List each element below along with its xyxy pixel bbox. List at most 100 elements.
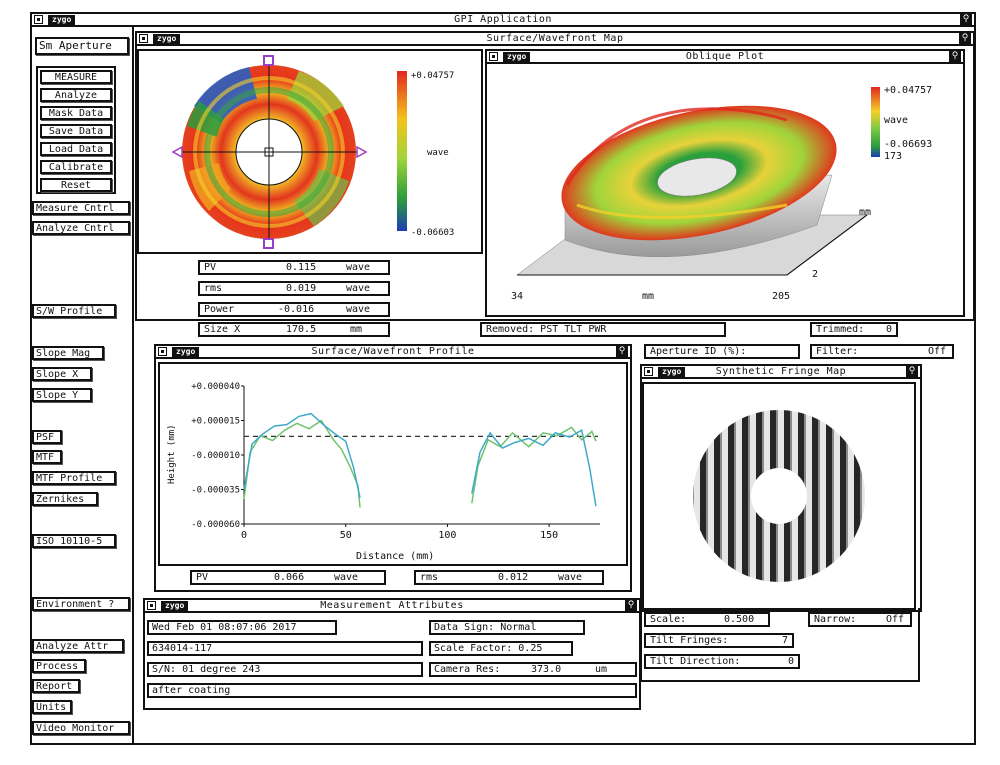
mtf-button[interactable]: MTF xyxy=(32,450,62,464)
scale-max-label: +0.04757 xyxy=(411,71,454,81)
reset-button[interactable]: Reset xyxy=(40,178,112,192)
report-button[interactable]: Report xyxy=(32,679,80,693)
mtf-profile-button[interactable]: MTF Profile xyxy=(32,471,116,485)
window-menu-icon[interactable] xyxy=(139,34,148,43)
profile-window: zygo Surface/Wavefront Profile ⚲ Height … xyxy=(154,344,632,592)
sw-profile-button[interactable]: S/W Profile xyxy=(32,304,116,318)
oblique-scale-max: +0.04757 xyxy=(884,85,932,96)
trimmed-field[interactable]: Trimmed: 0 xyxy=(810,322,898,337)
measure-button[interactable]: MEASURE xyxy=(40,70,112,84)
window-menu-icon[interactable] xyxy=(489,52,498,61)
top-handle-icon[interactable] xyxy=(263,55,274,66)
window-menu-icon[interactable] xyxy=(147,601,156,610)
profile-y-tick-label: -0.000060 xyxy=(191,520,240,530)
date-field[interactable]: Wed Feb 01 08:07:06 2017 xyxy=(147,620,337,635)
oblique-y-unit: mm xyxy=(859,207,871,218)
narrow-field[interactable]: Narrow: Off xyxy=(808,612,912,627)
fringe-map-title: Synthetic Fringe Map xyxy=(715,366,847,377)
fringe-scale-field[interactable]: Scale: 0.500 xyxy=(644,612,770,627)
profile-y-tick-label: -0.000035 xyxy=(191,486,240,496)
surface-map-svg: +0.04757 wave -0.06603 xyxy=(171,55,454,249)
oblique-color-scale xyxy=(871,87,880,157)
measurement-attributes-window: zygo Measurement Attributes ⚲ Wed Feb 01… xyxy=(143,598,641,710)
profile-chart: Height (mm) Distance (mm) +0.000040 +0.00… xyxy=(167,382,600,562)
fringe-plot-frame xyxy=(642,382,916,610)
analyze-button[interactable]: Analyze xyxy=(40,88,112,102)
removed-field: Removed: PST TLT PWR xyxy=(480,322,726,337)
oblique-scale-unit: wave xyxy=(884,115,908,126)
save-data-button[interactable]: Save Data xyxy=(40,124,112,138)
color-scale-bar xyxy=(397,71,407,231)
zygo-logo: zygo xyxy=(153,34,181,44)
zygo-logo: zygo xyxy=(48,15,76,25)
profile-pv-field: PV 0.066 wave xyxy=(190,570,386,585)
mask-data-button[interactable]: Mask Data xyxy=(40,106,112,120)
zygo-logo: zygo xyxy=(172,347,200,357)
zoom-icon[interactable]: ⚲ xyxy=(616,346,628,357)
fringe-svg xyxy=(684,404,874,594)
aperture-id-field[interactable]: Aperture ID (%): xyxy=(644,344,800,359)
serial-field[interactable]: S/N: 01 degree 243 xyxy=(147,662,423,677)
oblique-x-min: 34 xyxy=(511,291,523,302)
window-menu-icon[interactable] xyxy=(644,367,653,376)
note-field[interactable]: after coating xyxy=(147,683,637,698)
oblique-y-min: 2 xyxy=(812,269,818,280)
measure-cntrl-button[interactable]: Measure Cntrl xyxy=(32,201,130,215)
profile-series-line xyxy=(243,419,361,508)
slope-x-button[interactable]: Slope X xyxy=(32,367,92,381)
scale-unit-label: wave xyxy=(427,148,449,158)
slope-mag-button[interactable]: Slope Mag xyxy=(32,346,104,360)
load-data-button[interactable]: Load Data xyxy=(40,142,112,156)
oblique-hole xyxy=(657,157,737,197)
bottom-handle-icon[interactable] xyxy=(263,238,274,249)
zygo-logo: zygo xyxy=(503,52,531,62)
iso-button[interactable]: ISO 10110-5 xyxy=(32,534,116,548)
aperture-button[interactable]: Sm Aperture xyxy=(35,37,129,55)
process-button[interactable]: Process xyxy=(32,659,86,673)
tilt-direction-field[interactable]: Tilt Direction: 0 xyxy=(644,654,800,669)
surface-map-plot: +0.04757 wave -0.06603 xyxy=(137,49,483,254)
fringe-settings-frame xyxy=(640,608,920,682)
filter-field[interactable]: Filter: Off xyxy=(810,344,954,359)
profile-title-bar: zygo Surface/Wavefront Profile ⚲ xyxy=(156,346,630,359)
power-field: Power -0.016 wave xyxy=(198,302,390,317)
profile-y-tick-label: +0.000040 xyxy=(191,382,240,392)
camera-res-field[interactable]: Camera Res: 373.0 um xyxy=(429,662,637,677)
profile-title: Surface/Wavefront Profile xyxy=(311,346,475,357)
rms-field: rms 0.019 wave xyxy=(198,281,390,296)
oblique-y-max: 173 xyxy=(884,151,902,162)
data-sign-field[interactable]: Data Sign: Normal xyxy=(429,620,585,635)
zernikes-button[interactable]: Zernikes xyxy=(32,492,98,506)
environment-button[interactable]: Environment ? xyxy=(32,597,130,611)
left-handle-icon[interactable] xyxy=(171,145,183,159)
tilt-fringes-field[interactable]: Tilt Fringes: 7 xyxy=(644,633,794,648)
right-handle-icon[interactable] xyxy=(356,145,368,159)
slope-y-button[interactable]: Slope Y xyxy=(32,388,92,402)
profile-x-tick-label: 150 xyxy=(540,530,558,541)
analyze-attr-button[interactable]: Analyze Attr xyxy=(32,639,124,653)
fringe-map-title-bar: zygo Synthetic Fringe Map ⚲ xyxy=(642,366,920,379)
video-monitor-button[interactable]: Video Monitor xyxy=(32,721,130,735)
zoom-icon[interactable]: ⚲ xyxy=(949,51,961,62)
zoom-icon[interactable]: ⚲ xyxy=(625,600,637,611)
attributes-title-bar: zygo Measurement Attributes ⚲ xyxy=(145,600,639,613)
scale-factor-field[interactable]: Scale Factor: 0.25 xyxy=(429,641,573,656)
id-field[interactable]: 634014-117 xyxy=(147,641,423,656)
zoom-icon[interactable]: ⚲ xyxy=(959,33,971,44)
window-menu-icon[interactable] xyxy=(34,15,43,24)
fringe-pattern xyxy=(684,404,874,594)
calibrate-button[interactable]: Calibrate xyxy=(40,160,112,174)
zoom-icon[interactable]: ⚲ xyxy=(906,366,918,377)
attributes-title: Measurement Attributes xyxy=(320,600,464,611)
zoom-icon[interactable]: ⚲ xyxy=(960,14,972,25)
fringe-map-window: zygo Synthetic Fringe Map ⚲ xyxy=(640,364,922,612)
window-menu-icon[interactable] xyxy=(158,347,167,356)
profile-y-tick-label: +0.000015 xyxy=(191,417,240,427)
app-title-bar: zygo GPI Application ⚲ xyxy=(32,14,974,27)
psf-button[interactable]: PSF xyxy=(32,430,62,444)
profile-x-tick-label: 0 xyxy=(241,530,247,541)
profile-y-axis-label: Height (mm) xyxy=(167,424,177,484)
analyze-cntrl-button[interactable]: Analyze Cntrl xyxy=(32,221,130,235)
units-button[interactable]: Units xyxy=(32,700,72,714)
profile-series-line xyxy=(243,412,361,498)
